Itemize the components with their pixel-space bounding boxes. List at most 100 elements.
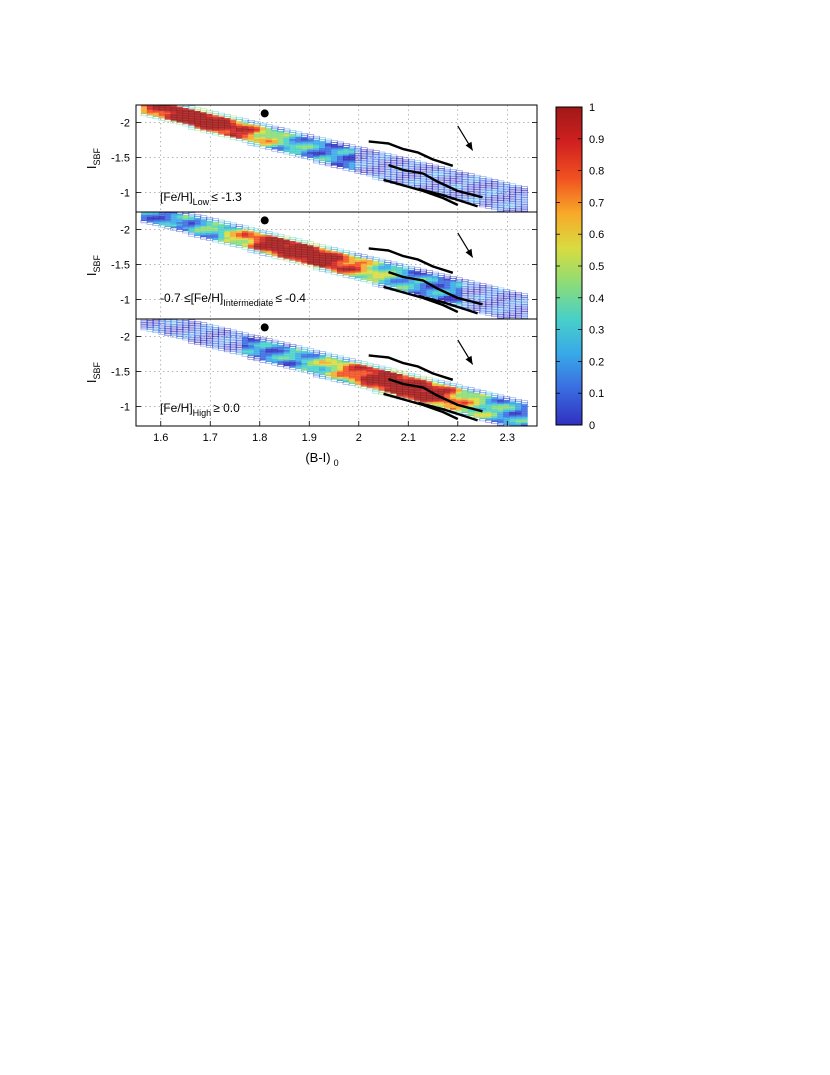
density-cell xyxy=(188,109,196,112)
density-contour xyxy=(485,190,493,193)
density-cell xyxy=(503,412,510,415)
density-cell xyxy=(467,408,475,412)
density-contour xyxy=(467,187,475,191)
density-contour xyxy=(461,286,469,289)
density-contour xyxy=(443,192,451,196)
density-cell xyxy=(443,404,451,408)
density-cell xyxy=(331,264,338,268)
density-contour xyxy=(473,181,481,185)
density-cell xyxy=(396,373,403,377)
density-contour xyxy=(390,168,398,172)
density-cell xyxy=(432,279,439,282)
density-contour xyxy=(467,176,475,180)
density-cell xyxy=(277,345,285,348)
density-cell xyxy=(348,155,356,158)
density-contour xyxy=(295,345,303,349)
density-contour xyxy=(509,311,517,315)
density-cell xyxy=(455,283,463,286)
density-contour xyxy=(206,337,214,341)
density-contour xyxy=(223,330,231,333)
density-contour xyxy=(372,364,380,368)
density-cell xyxy=(432,391,439,394)
density-cell xyxy=(259,351,267,354)
density-contour xyxy=(479,290,487,294)
density-contour xyxy=(437,185,445,189)
density-contour xyxy=(259,229,267,233)
density-cell xyxy=(372,383,380,387)
density-contour xyxy=(503,396,511,399)
density-contour xyxy=(158,328,166,331)
density-contour xyxy=(217,328,225,332)
density-cell xyxy=(159,102,166,104)
density-cell xyxy=(140,215,148,218)
density-cell xyxy=(402,392,409,396)
density-contour xyxy=(520,203,528,207)
density-cell xyxy=(230,240,237,243)
density-cell xyxy=(277,246,285,250)
density-contour xyxy=(461,305,469,309)
density-cell xyxy=(319,253,326,256)
density-cell xyxy=(319,365,326,368)
density-cell xyxy=(336,264,344,268)
density-cell xyxy=(390,375,398,379)
density-contour xyxy=(223,345,231,349)
density-cell xyxy=(241,341,249,344)
density-contour xyxy=(360,150,368,154)
density-cell xyxy=(182,116,190,120)
density-cell xyxy=(473,404,481,408)
density-cell xyxy=(283,248,291,251)
density-cell xyxy=(164,114,172,117)
density-contour xyxy=(419,163,427,167)
density-cell xyxy=(301,140,308,143)
density-cell xyxy=(188,111,196,114)
density-cell xyxy=(241,245,249,248)
panel-high-reference-point xyxy=(260,323,269,332)
density-cell xyxy=(295,254,302,257)
density-contour xyxy=(378,167,386,171)
density-contour xyxy=(520,296,528,300)
density-contour xyxy=(348,358,356,362)
density-cell xyxy=(455,293,463,296)
density-contour xyxy=(461,301,469,305)
density-contour xyxy=(461,386,469,389)
density-contour xyxy=(360,149,368,153)
density-cell xyxy=(313,262,320,265)
density-contour xyxy=(491,300,499,304)
density-cell xyxy=(265,250,273,254)
density-cell xyxy=(265,345,273,348)
density-cell xyxy=(414,285,421,288)
density-contour xyxy=(497,182,505,186)
density-contour xyxy=(497,184,505,188)
density-cell xyxy=(521,416,528,419)
density-contour xyxy=(425,172,433,175)
density-contour xyxy=(520,302,528,306)
density-contour xyxy=(467,185,475,189)
density-cell xyxy=(224,130,231,133)
density-cell xyxy=(342,253,350,257)
density-cell xyxy=(212,222,219,225)
density-cell xyxy=(247,136,255,139)
density-contour xyxy=(455,175,463,179)
model-track xyxy=(417,187,478,208)
density-contour xyxy=(467,282,475,286)
density-cell xyxy=(259,133,267,137)
density-cell xyxy=(473,399,481,402)
density-cell xyxy=(182,111,190,114)
density-cell xyxy=(158,107,166,110)
density-cell xyxy=(170,212,178,215)
density-cell xyxy=(420,284,427,288)
density-cell xyxy=(449,285,457,288)
density-cell xyxy=(140,106,148,109)
density-contour xyxy=(509,190,517,194)
density-cell xyxy=(396,386,403,389)
density-contour xyxy=(354,156,362,160)
density-cell xyxy=(182,214,190,218)
density-cell xyxy=(271,241,279,245)
density-cell xyxy=(188,228,196,231)
density-contour xyxy=(473,287,481,290)
density-contour xyxy=(514,198,523,202)
density-cell xyxy=(271,238,279,241)
density-cell xyxy=(432,384,439,387)
panel-intermediate-tracks xyxy=(368,247,483,315)
density-cell xyxy=(236,229,243,233)
